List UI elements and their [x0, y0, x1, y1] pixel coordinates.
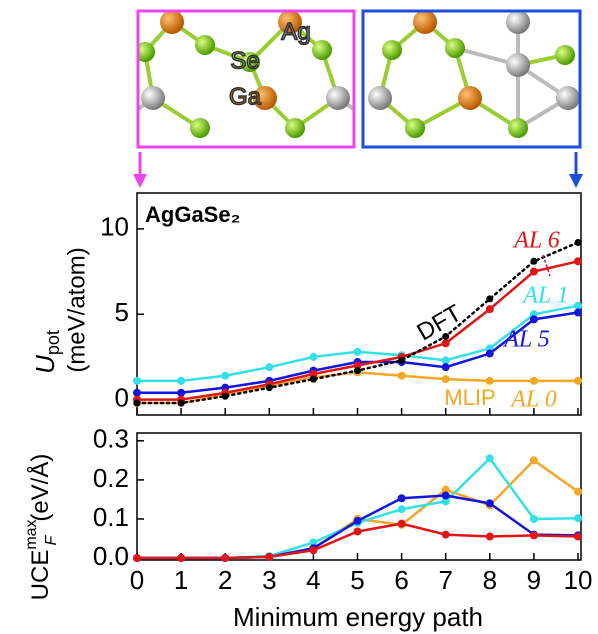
data-point: [398, 372, 406, 380]
y-axis-unit: (eV/Å): [26, 454, 54, 522]
y-axis-symbol: U: [30, 355, 60, 374]
atom-label: Se: [230, 47, 259, 74]
data-point: [486, 305, 494, 313]
data-point: [486, 377, 494, 385]
annotation: MLIP: [444, 385, 495, 410]
data-point: [398, 494, 406, 502]
x-tick-label: 4: [306, 565, 320, 595]
y-axis-subscript: F: [43, 534, 60, 545]
atom-label: Ga: [229, 83, 262, 110]
series-label: AL 0: [509, 387, 557, 413]
data-point: [486, 295, 493, 302]
frame-right: [363, 11, 580, 147]
data-point: [442, 356, 450, 364]
y-tick-label: 10: [100, 212, 129, 242]
y-tick-label: 0.3: [93, 424, 129, 454]
data-point: [265, 363, 273, 371]
data-point: [486, 454, 494, 462]
y-tick-label: 0: [115, 383, 129, 413]
structure-right: [368, 10, 580, 138]
data-point: [442, 375, 450, 383]
series-label: AL 6: [512, 228, 560, 254]
data-point: [177, 554, 185, 562]
data-point: [354, 367, 361, 374]
x-tick-label: 2: [218, 565, 232, 595]
y-tick-label: 0.0: [93, 541, 129, 571]
y-axis-subscript: pot: [43, 330, 63, 355]
y-axis-superscript: max: [23, 519, 40, 549]
data-point: [442, 531, 450, 539]
atom-label: Ag: [281, 18, 310, 45]
x-tick-label: 8: [483, 565, 497, 595]
data-point: [442, 339, 450, 347]
data-point: [354, 517, 362, 525]
series-line: [137, 458, 578, 558]
y-axis-label: Upot: [30, 330, 63, 374]
plot-frame: [137, 433, 581, 560]
arrows: [133, 152, 583, 188]
x-tick-label: 1: [174, 565, 188, 595]
data-point: [574, 533, 582, 541]
figure: Ag Se Ga 0510Upot(meV/atom)AgGaSe₂AL 0AL…: [0, 0, 598, 634]
x-axis-label: Minimum energy path: [233, 602, 483, 632]
y-tick-label: 0.1: [93, 502, 129, 532]
data-point: [574, 309, 582, 317]
data-point: [309, 353, 317, 361]
data-point: [133, 377, 141, 385]
series-line: [137, 460, 578, 558]
data-point: [178, 400, 185, 407]
data-point: [575, 239, 582, 246]
data-point: [266, 384, 273, 391]
data-point: [486, 350, 494, 358]
data-point: [221, 372, 229, 380]
data-point: [177, 377, 185, 385]
x-tick-label: 9: [527, 565, 541, 595]
data-point: [574, 257, 582, 265]
data-point: [574, 514, 582, 522]
x-tick-label: 7: [438, 565, 452, 595]
y-axis-unit: (meV/atom): [63, 247, 90, 372]
data-point: [442, 363, 450, 371]
x-tick-label: 10: [564, 565, 593, 595]
data-point: [398, 520, 406, 528]
x-tick-label: 0: [130, 565, 144, 595]
data-point: [221, 554, 229, 562]
x-tick-label: 5: [350, 565, 364, 595]
data-point: [354, 348, 362, 356]
data-point: [177, 389, 185, 397]
data-point: [398, 505, 406, 513]
data-point: [133, 389, 141, 397]
data-point: [486, 533, 494, 541]
y-axis-symbol: UCE: [27, 550, 54, 601]
y-tick-label: 0.2: [93, 463, 129, 493]
data-point: [310, 376, 317, 383]
series-label: AL 1: [521, 283, 569, 309]
x-tick-label: 6: [394, 565, 408, 595]
data-point: [530, 377, 538, 385]
x-tick-label: 3: [262, 565, 276, 595]
data-point: [530, 268, 538, 276]
data-point: [134, 400, 141, 407]
y-tick-label: 5: [115, 297, 129, 327]
series-label: AL 5: [502, 327, 550, 353]
data-point: [442, 492, 450, 500]
chart-title: AgGaSe₂: [145, 202, 240, 227]
data-point: [530, 515, 538, 523]
data-point: [398, 357, 405, 364]
data-point: [530, 531, 538, 539]
data-point: [530, 315, 538, 323]
data-point: [574, 377, 582, 385]
data-point: [530, 258, 537, 265]
data-point: [354, 527, 362, 535]
data-point: [530, 456, 538, 464]
data-point: [309, 546, 317, 554]
data-point: [486, 499, 494, 507]
data-point: [133, 554, 141, 562]
data-point: [265, 553, 273, 561]
data-point: [574, 488, 582, 496]
data-point: [574, 302, 582, 310]
data-point: [222, 393, 229, 400]
